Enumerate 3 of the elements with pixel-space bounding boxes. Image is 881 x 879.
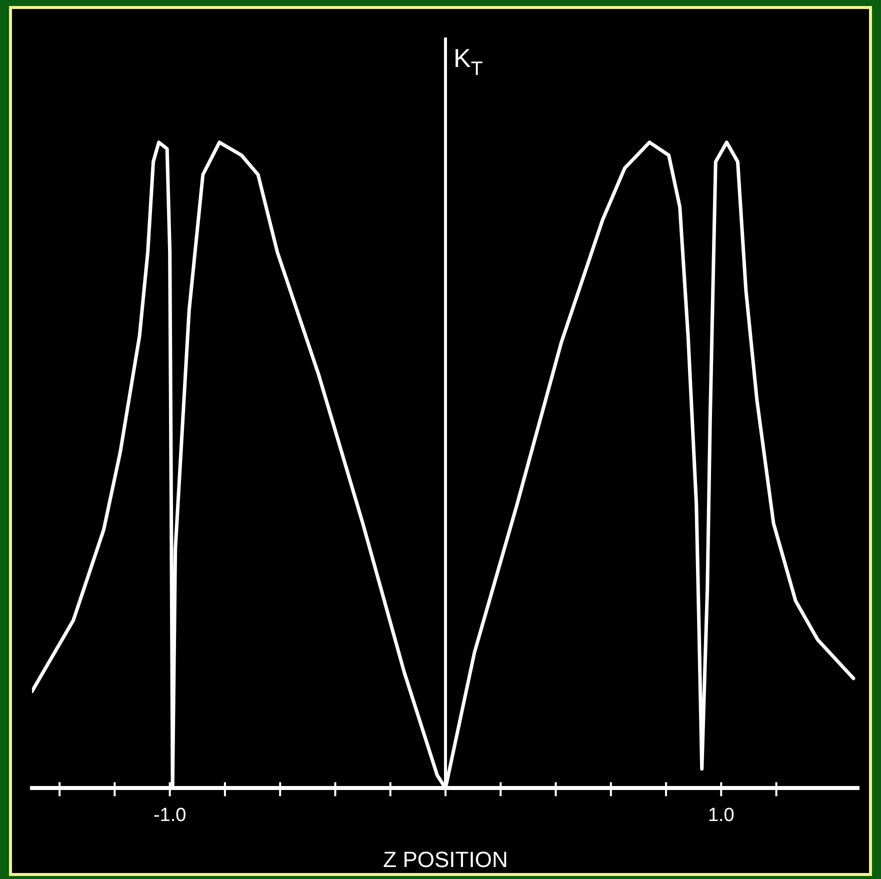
x-tick-label: -1.0 <box>153 804 186 826</box>
x-axis-title: Z POSITION <box>383 847 508 872</box>
x-tick-label: 1.0 <box>708 804 734 826</box>
